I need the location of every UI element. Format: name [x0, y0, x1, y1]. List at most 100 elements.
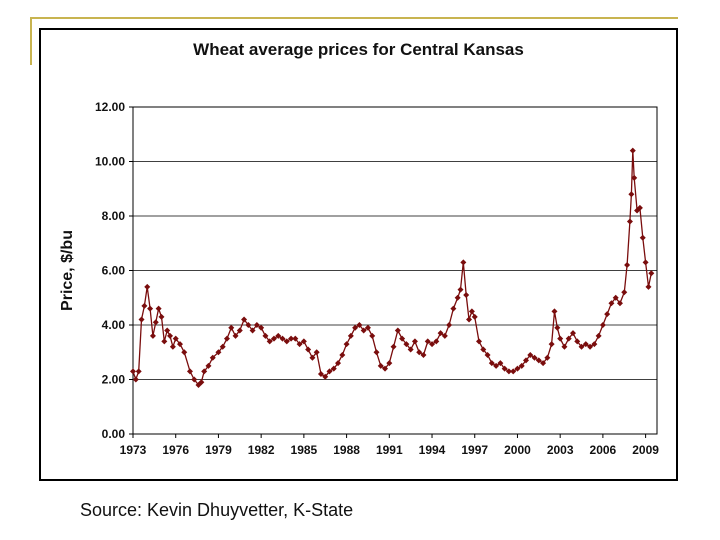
x-tick-label: 1985	[291, 443, 318, 457]
y-tick-label: 4.00	[102, 318, 126, 332]
data-point	[501, 365, 508, 372]
chart-title: Wheat average prices for Central Kansas	[193, 40, 524, 59]
data-point	[279, 335, 286, 342]
data-point	[411, 338, 418, 345]
data-point	[561, 343, 568, 350]
data-point	[253, 322, 260, 328]
data-point	[437, 330, 444, 337]
data-point	[172, 335, 179, 342]
data-point	[223, 335, 230, 342]
data-point	[164, 327, 171, 334]
y-tick-label: 0.00	[102, 427, 126, 441]
data-point	[138, 316, 145, 323]
data-point	[433, 338, 440, 345]
data-point	[241, 316, 248, 323]
data-point	[629, 147, 636, 154]
data-point	[343, 341, 350, 348]
data-point	[540, 360, 547, 367]
data-point	[317, 371, 324, 378]
data-point	[141, 302, 148, 309]
data-point	[158, 313, 165, 320]
data-point	[582, 341, 589, 348]
data-point	[468, 308, 475, 315]
data-point	[535, 357, 542, 364]
data-point	[621, 289, 628, 296]
data-point	[476, 338, 483, 345]
data-point	[309, 354, 316, 361]
data-point	[300, 338, 307, 345]
data-point	[245, 322, 252, 328]
data-point	[527, 351, 534, 358]
data-point	[335, 360, 342, 367]
data-point	[339, 351, 346, 358]
data-point	[132, 376, 139, 383]
x-tick-label: 2009	[632, 443, 659, 457]
data-point	[236, 327, 243, 334]
data-point	[565, 335, 572, 342]
decorative-top-rule	[30, 17, 678, 19]
data-point	[642, 259, 649, 266]
data-point	[161, 338, 168, 345]
data-point	[258, 324, 265, 331]
data-point	[441, 332, 448, 339]
data-point	[648, 270, 655, 277]
x-tick-label: 2000	[504, 443, 531, 457]
data-point	[155, 305, 162, 312]
data-point	[347, 332, 354, 339]
x-tick-label: 1991	[376, 443, 403, 457]
data-point	[191, 376, 198, 383]
data-point	[249, 327, 256, 334]
data-point	[386, 360, 393, 367]
data-point	[377, 362, 384, 369]
data-point	[390, 343, 397, 350]
data-point	[480, 346, 487, 353]
data-point	[505, 368, 512, 375]
data-point	[360, 327, 367, 334]
data-point	[460, 259, 467, 266]
data-point	[215, 349, 222, 356]
x-tick-label: 1997	[461, 443, 488, 457]
data-point	[569, 330, 576, 337]
data-point	[471, 313, 478, 320]
x-tick-label: 1976	[162, 443, 189, 457]
series-wheat-price	[130, 147, 655, 388]
data-point	[283, 338, 290, 345]
data-point	[167, 332, 174, 339]
data-point	[394, 327, 401, 334]
data-point	[369, 332, 376, 339]
data-point	[152, 319, 159, 326]
data-point	[296, 341, 303, 348]
data-point	[399, 335, 406, 342]
data-point	[574, 338, 581, 345]
data-point	[493, 362, 500, 369]
y-tick-label: 12.00	[95, 100, 125, 114]
y-tick-label: 6.00	[102, 264, 126, 278]
y-axis-label: Price, $/bu	[59, 230, 76, 311]
data-point	[270, 335, 277, 342]
data-point	[144, 283, 151, 290]
data-point	[330, 365, 337, 372]
data-point	[636, 204, 643, 211]
data-point	[181, 349, 188, 356]
data-point	[149, 332, 156, 339]
data-point	[628, 191, 635, 198]
data-point	[275, 332, 282, 339]
data-point	[373, 349, 380, 356]
y-tick-label: 2.00	[102, 373, 126, 387]
data-point	[228, 324, 235, 331]
data-point	[305, 346, 312, 353]
data-point	[599, 322, 606, 328]
data-point	[551, 308, 558, 315]
data-point	[424, 338, 431, 345]
data-point	[604, 311, 611, 318]
data-point	[488, 360, 495, 367]
data-point	[639, 234, 646, 241]
y-tick-label: 8.00	[102, 209, 126, 223]
data-point	[557, 335, 564, 342]
data-point	[463, 292, 470, 299]
data-point	[364, 324, 371, 331]
data-point	[591, 341, 598, 348]
data-point	[523, 357, 529, 364]
data-point	[595, 332, 602, 339]
data-point	[198, 379, 205, 386]
